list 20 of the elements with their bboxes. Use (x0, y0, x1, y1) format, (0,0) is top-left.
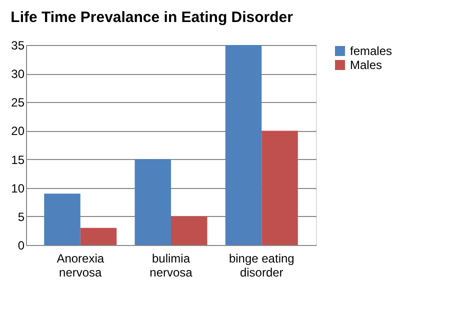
legend-label: Males (350, 58, 382, 72)
legend-label: females (350, 44, 392, 58)
y-tick-label: 5 (18, 210, 25, 224)
y-tick-label: 25 (11, 96, 25, 110)
bar (134, 159, 171, 245)
bar (44, 194, 80, 245)
bar (171, 216, 208, 245)
y-tick-label: 30 (11, 67, 25, 82)
bar (80, 228, 117, 245)
y-tick-label: 20 (11, 124, 25, 138)
y-tick-label: 35 (11, 38, 25, 52)
bar (262, 130, 298, 245)
x-tick-label: bulimia nervosa (150, 252, 193, 280)
x-tick-label: Anorexia nervosa (56, 252, 104, 280)
y-tick-label: 10 (11, 181, 25, 196)
chart-title: Life Time Prevalance in Eating Disorder (10, 9, 294, 26)
y-tick-label: 15 (11, 152, 25, 167)
bar (225, 45, 262, 245)
y-tick-label: 0 (18, 238, 25, 252)
x-tick-label: binge eating disorder (228, 252, 294, 280)
